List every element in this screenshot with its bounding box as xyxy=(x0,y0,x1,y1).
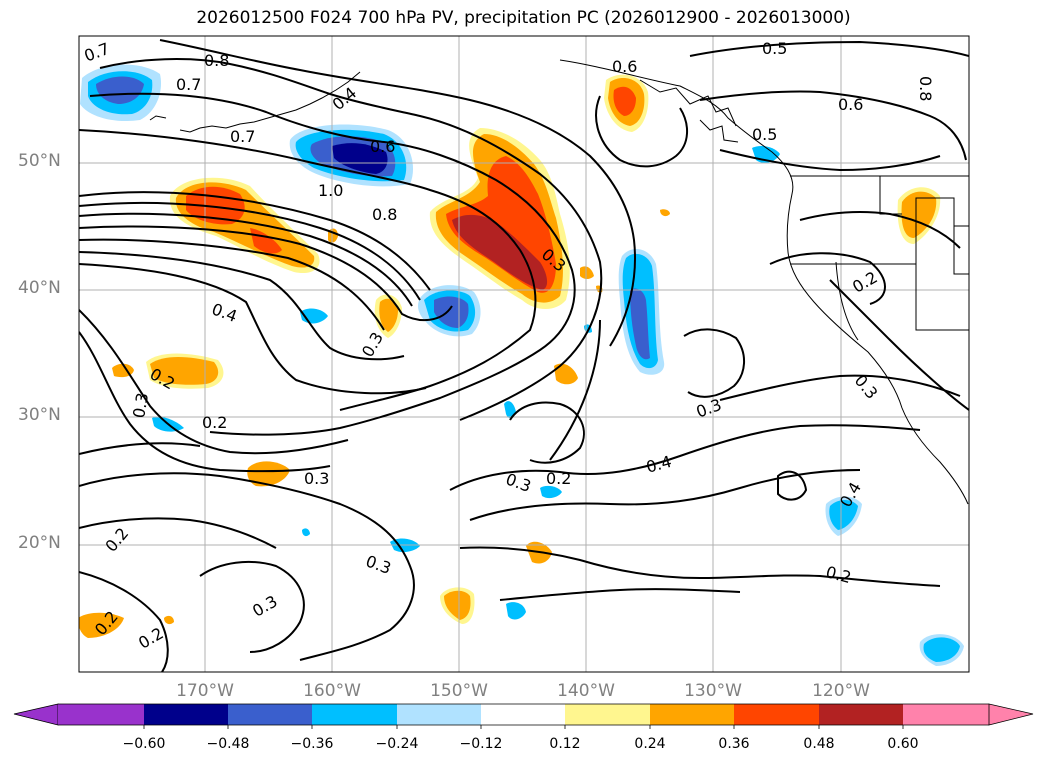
map-frame xyxy=(78,35,970,673)
contour-label: 0.2 xyxy=(849,267,881,296)
colorbar-band xyxy=(565,704,650,725)
contour-label: 0.6 xyxy=(838,95,863,114)
contour-label: 0.4 xyxy=(209,299,239,326)
contour-label: 0.2 xyxy=(101,524,132,556)
colorbar-over-triangle xyxy=(988,703,1034,726)
contour-label: 1.0 xyxy=(318,181,343,200)
pv-contours xyxy=(79,39,969,672)
contour-label: 0.3 xyxy=(694,395,724,422)
contour-label: 0.2 xyxy=(135,623,167,652)
contour-labels: 0.7 0.8 0.7 0.4 0.7 0.6 1.0 0.8 0.6 0.5 … xyxy=(82,39,935,653)
colorbar-band xyxy=(734,704,819,725)
contour-label: 0.8 xyxy=(916,76,935,101)
contour-label: 0.7 xyxy=(82,39,112,66)
lon-label: 160°W xyxy=(303,681,361,701)
contour-label: 0.7 xyxy=(176,75,201,94)
lat-label: 30°N xyxy=(18,405,61,425)
colorbar-band xyxy=(228,704,312,725)
colorbar-under-triangle xyxy=(13,703,59,726)
colorbar-tick-label: 0.12 xyxy=(549,736,581,752)
lat-label: 20°N xyxy=(18,533,61,553)
contour-label: 0.7 xyxy=(230,127,255,146)
lon-label: 120°W xyxy=(812,681,870,701)
colorbar-band xyxy=(650,704,734,725)
contour-label: 0.3 xyxy=(129,391,152,419)
colorbar-tick-label: −0.24 xyxy=(375,736,419,752)
colorbar-tick-label: −0.48 xyxy=(206,736,250,752)
contour-label: 0.3 xyxy=(304,469,329,488)
contour-label: 0.8 xyxy=(372,205,397,224)
contour-label: 0.8 xyxy=(204,51,229,70)
contour-label: 0.4 xyxy=(644,452,674,477)
lon-label: 130°W xyxy=(684,681,742,701)
contour-label: 0.3 xyxy=(363,551,393,578)
colorbar-band xyxy=(481,704,565,725)
contour-label: 0.5 xyxy=(762,39,787,58)
contour-label: 0.4 xyxy=(329,83,361,114)
contour-label: 0.6 xyxy=(370,137,395,156)
colorbar-tick-label: 0.36 xyxy=(718,736,750,752)
colorbar-tick-label: −0.36 xyxy=(290,736,334,752)
colorbar-band xyxy=(312,704,397,725)
colorbar-tick-label: −0.60 xyxy=(122,736,166,752)
lat-label: 50°N xyxy=(18,151,61,171)
lon-label: 140°W xyxy=(557,681,615,701)
contour-label: 0.3 xyxy=(249,591,281,620)
colorbar-band xyxy=(144,704,228,725)
colorbar-tick-label: −0.12 xyxy=(459,736,503,752)
colorbar-band xyxy=(397,704,481,725)
lon-label: 150°W xyxy=(430,681,488,701)
contour-label: 0.2 xyxy=(202,413,227,432)
colorbar xyxy=(13,703,1034,729)
colorbar-band xyxy=(819,704,903,725)
lon-label: 170°W xyxy=(176,681,234,701)
graticule xyxy=(79,36,969,672)
colorbar-tick-label: 0.48 xyxy=(803,736,835,752)
colorbar-tick-label: 0.24 xyxy=(634,736,666,752)
contour-label: 0.5 xyxy=(752,125,777,144)
lat-label: 40°N xyxy=(18,278,61,298)
contour-label: 0.2 xyxy=(546,469,571,488)
contour-label: 0.3 xyxy=(503,469,533,496)
contour-label: 0.6 xyxy=(612,57,637,76)
coastlines xyxy=(149,59,969,505)
figure-title: 2026012500 F024 700 hPa PV, precipitatio… xyxy=(196,8,851,28)
contour-label: 0.2 xyxy=(824,562,854,587)
colorbar-tick-label: 0.60 xyxy=(887,736,919,752)
